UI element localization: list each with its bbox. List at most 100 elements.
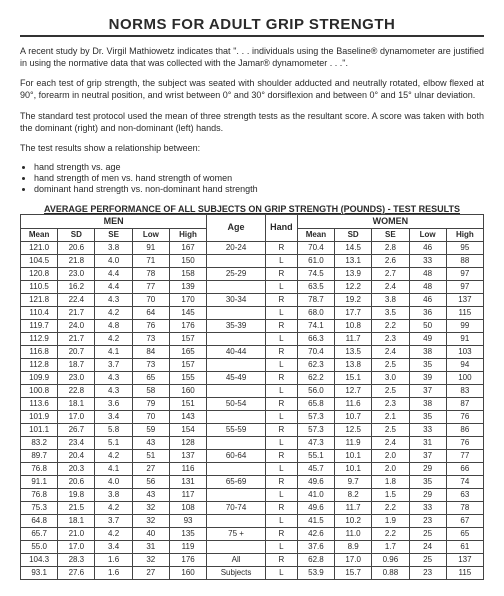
table-cell: 2.1: [372, 411, 409, 424]
table-cell: 4.2: [95, 450, 132, 463]
table-cell: 78: [446, 502, 483, 515]
table-cell: 32: [132, 554, 169, 567]
table-cell: L: [265, 463, 297, 476]
table-cell: [207, 437, 266, 450]
table-cell: 70.4: [297, 346, 334, 359]
table-cell: 74.1: [297, 320, 334, 333]
table-cell: 113.6: [21, 398, 58, 411]
table-cell: L: [265, 567, 297, 580]
table-cell: 14.5: [335, 242, 372, 255]
table-cell: 21.7: [58, 333, 95, 346]
col-age: Age: [207, 214, 266, 241]
table-cell: 2.4: [372, 437, 409, 450]
table-cell: 103: [446, 346, 483, 359]
table-cell: 2.7: [372, 268, 409, 281]
table-cell: 86: [446, 424, 483, 437]
table-cell: 59: [132, 424, 169, 437]
table-cell: 1.6: [95, 567, 132, 580]
table-cell: 23.0: [58, 372, 95, 385]
table-cell: 4.0: [95, 476, 132, 489]
table-cell: L: [265, 333, 297, 346]
table-cell: R: [265, 268, 297, 281]
list-item: hand strength of men vs. hand strength o…: [34, 173, 484, 183]
table-cell: [207, 307, 266, 320]
table-row: 55.017.03.431119L37.68.91.72461: [21, 541, 484, 554]
table-cell: 21.8: [58, 255, 95, 268]
table-cell: 24: [409, 541, 446, 554]
table-cell: L: [265, 515, 297, 528]
table-cell: 63.5: [297, 281, 334, 294]
table-cell: 2.2: [372, 528, 409, 541]
table-cell: 73: [132, 333, 169, 346]
table-row: 112.818.73.773157L62.313.82.53594: [21, 359, 484, 372]
table-cell: 18.1: [58, 515, 95, 528]
table-cell: 4.1: [95, 463, 132, 476]
table-cell: 11.6: [335, 398, 372, 411]
table-cell: 4.3: [95, 385, 132, 398]
table-caption: AVERAGE PERFORMANCE OF ALL SUBJECTS ON G…: [20, 204, 484, 214]
table-cell: 53.9: [297, 567, 334, 580]
table-cell: 13.9: [335, 268, 372, 281]
table-cell: 76: [446, 437, 483, 450]
table-cell: 137: [169, 450, 206, 463]
table-cell: 97: [446, 268, 483, 281]
table-cell: 37: [409, 385, 446, 398]
table-cell: 94: [446, 359, 483, 372]
table-cell: 79: [132, 398, 169, 411]
table-cell: 20-24: [207, 242, 266, 255]
table-cell: 31: [409, 437, 446, 450]
col-sd: SD: [58, 229, 95, 242]
table-cell: 10.8: [335, 320, 372, 333]
table-cell: L: [265, 541, 297, 554]
table-row: 121.020.63.89116720-24R70.414.52.84695: [21, 242, 484, 255]
col-mean: Mean: [21, 229, 58, 242]
col-group-men: MEN: [21, 214, 207, 228]
table-cell: 45.7: [297, 463, 334, 476]
table-row: 65.721.04.24013575 +R42.611.02.22565: [21, 528, 484, 541]
table-cell: 39: [409, 372, 446, 385]
table-cell: 41.5: [297, 515, 334, 528]
table-cell: 61.0: [297, 255, 334, 268]
table-cell: 26.7: [58, 424, 95, 437]
table-cell: 25: [409, 554, 446, 567]
table-cell: 43: [132, 437, 169, 450]
table-cell: 160: [169, 385, 206, 398]
table-cell: R: [265, 320, 297, 333]
table-cell: 19.2: [335, 294, 372, 307]
table-cell: 45-49: [207, 372, 266, 385]
table-cell: 32: [132, 515, 169, 528]
table-cell: 23.0: [58, 268, 95, 281]
table-cell: 2.4: [372, 281, 409, 294]
table-cell: R: [265, 528, 297, 541]
table-cell: R: [265, 424, 297, 437]
table-cell: 84: [132, 346, 169, 359]
table-cell: R: [265, 450, 297, 463]
table-row: 119.724.04.87617635-39R74.110.82.25099: [21, 320, 484, 333]
table-cell: 74: [446, 476, 483, 489]
table-cell: 95: [446, 242, 483, 255]
table-cell: 17.0: [335, 554, 372, 567]
table-cell: 63: [446, 489, 483, 502]
table-cell: 58: [132, 385, 169, 398]
table-cell: L: [265, 307, 297, 320]
table-cell: L: [265, 411, 297, 424]
table-cell: 100.8: [21, 385, 58, 398]
table-cell: 29: [409, 463, 446, 476]
table-cell: 40-44: [207, 346, 266, 359]
table-cell: 31: [132, 541, 169, 554]
table-row: 75.321.54.23210870-74R49.611.72.23378: [21, 502, 484, 515]
table-cell: 66.3: [297, 333, 334, 346]
table-cell: 87: [446, 398, 483, 411]
table-cell: [207, 385, 266, 398]
table-cell: 150: [169, 255, 206, 268]
col-low: Low: [409, 229, 446, 242]
table-cell: 2.6: [372, 255, 409, 268]
table-cell: 155: [169, 372, 206, 385]
table-cell: 116: [169, 463, 206, 476]
table-cell: 97: [446, 281, 483, 294]
table-cell: 3.6: [95, 398, 132, 411]
table-cell: 5.8: [95, 424, 132, 437]
table-cell: 3.7: [95, 515, 132, 528]
table-cell: 76: [446, 411, 483, 424]
table-cell: R: [265, 476, 297, 489]
